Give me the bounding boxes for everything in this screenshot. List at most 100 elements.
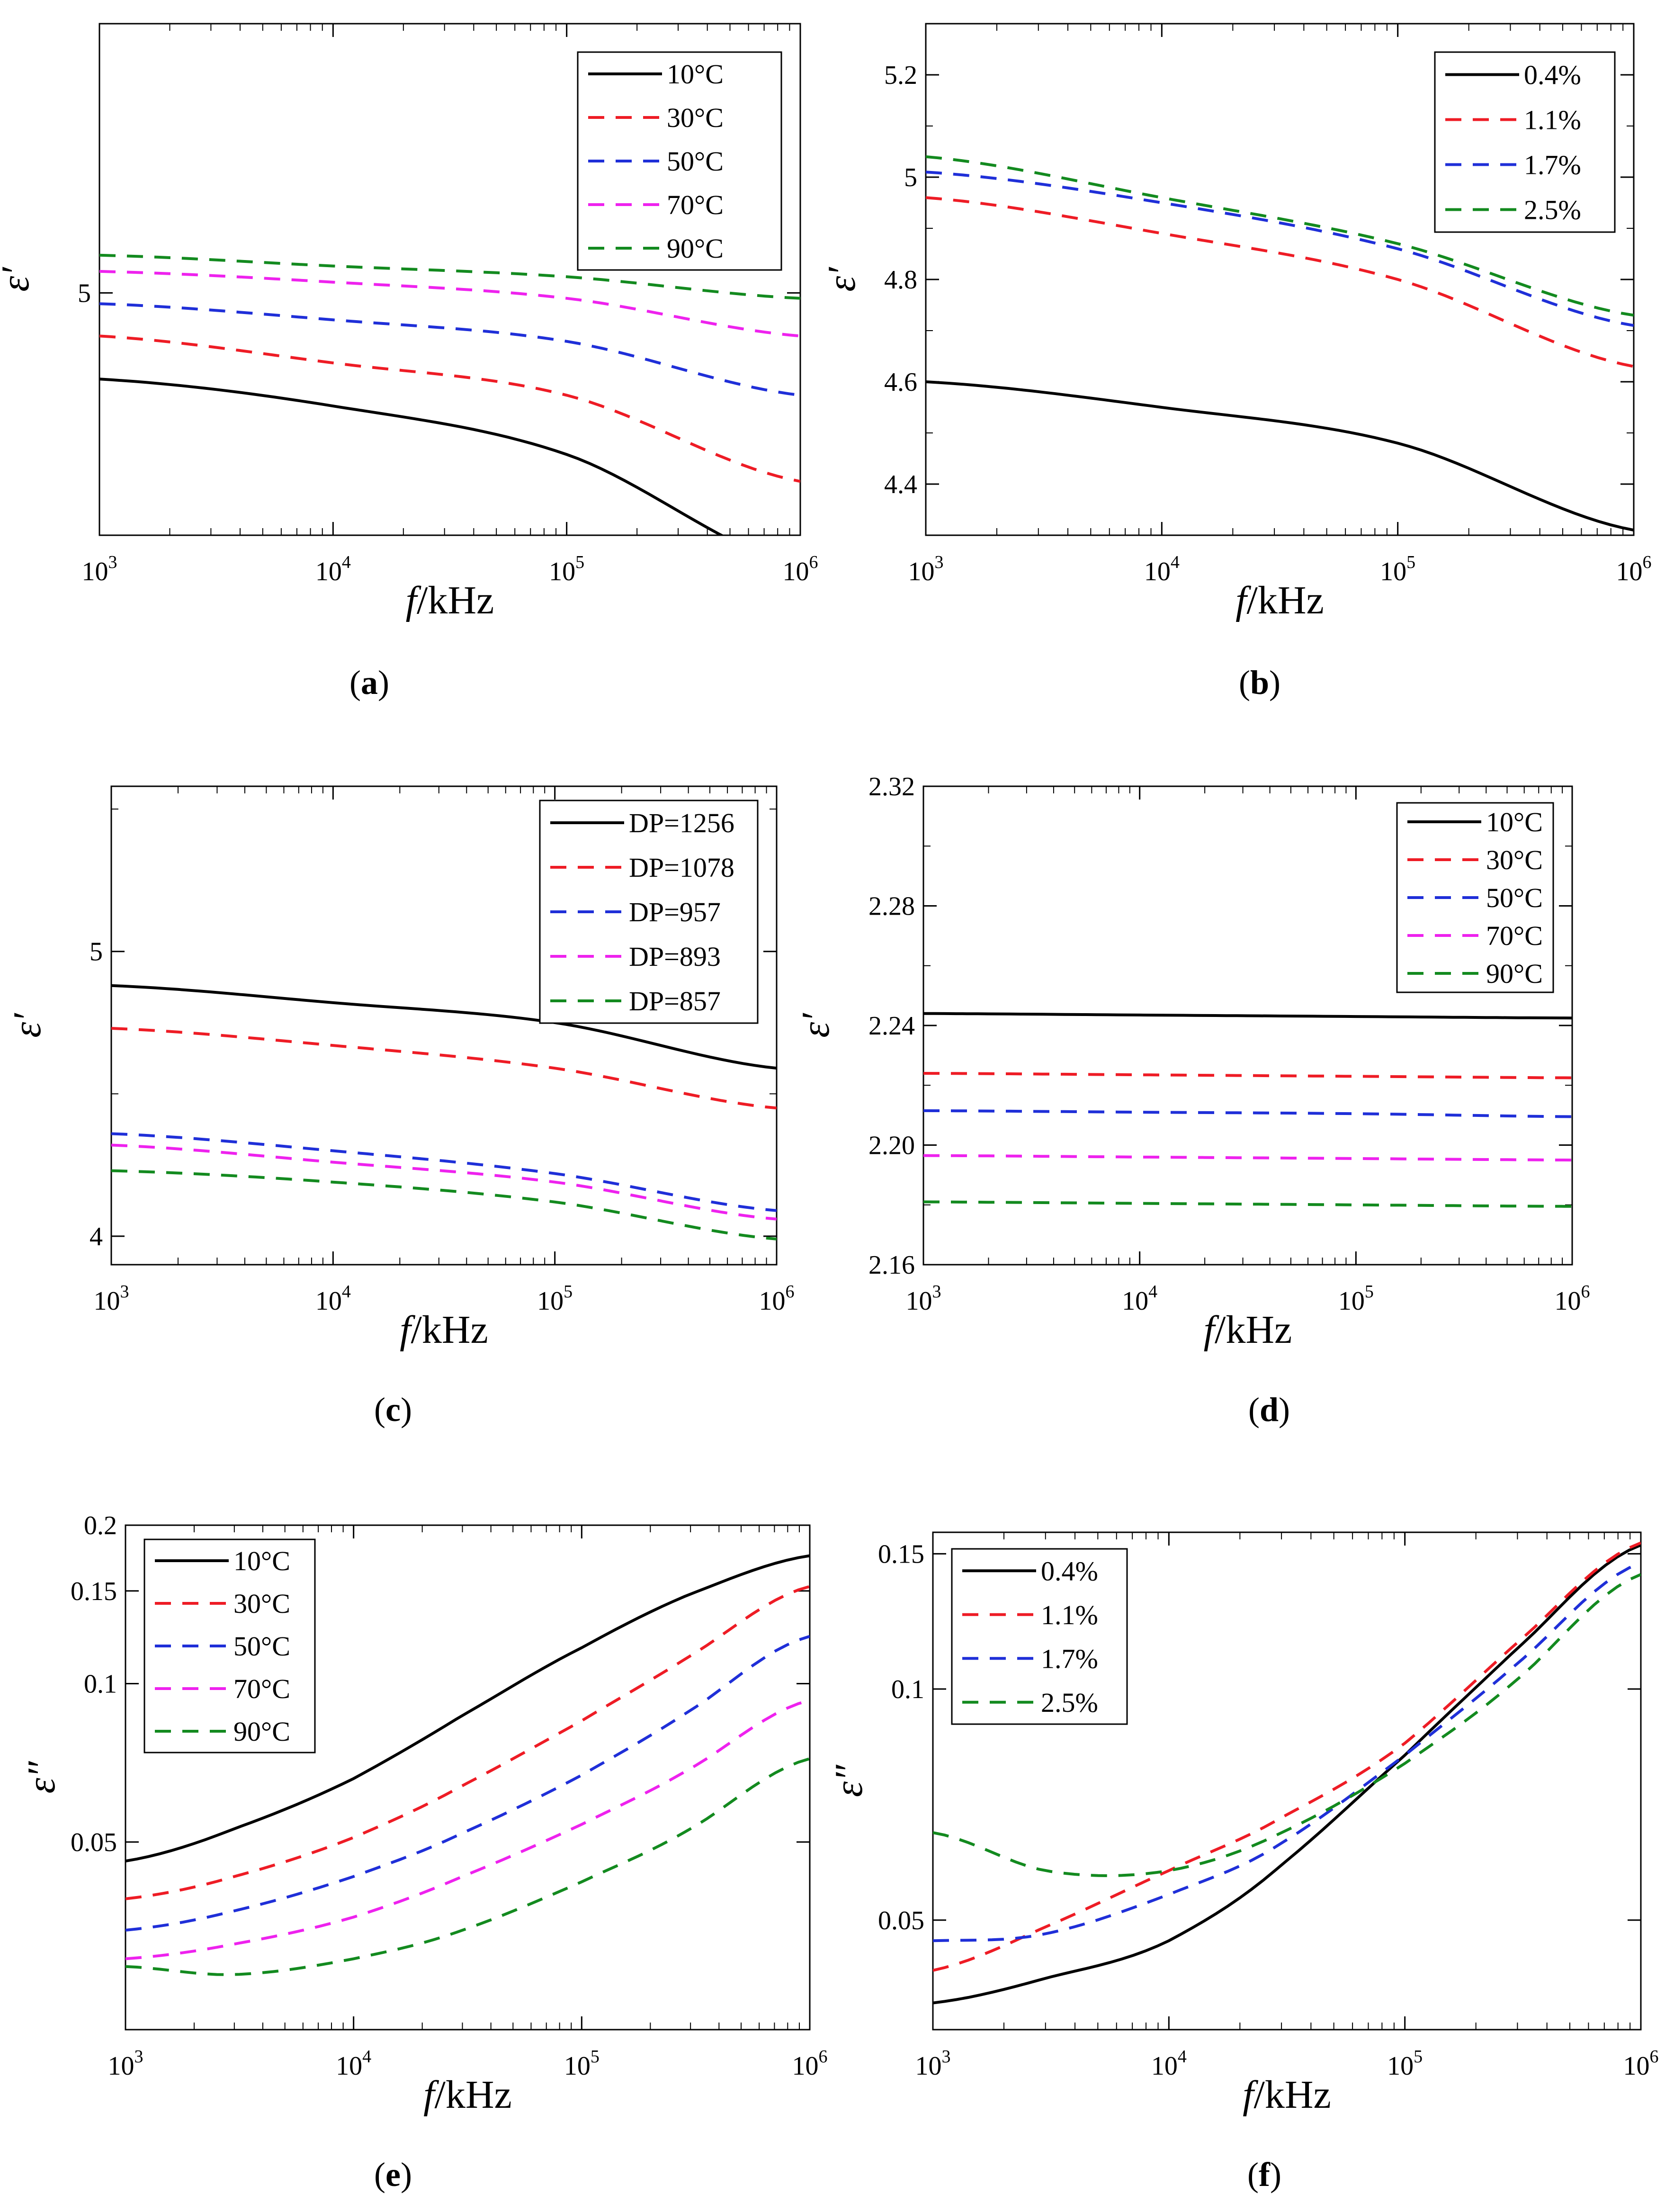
y-axis-title: ε′: [0, 267, 37, 292]
legend-label: 10°C: [233, 1546, 290, 1576]
legend-label: 30°C: [667, 102, 724, 133]
legend-label: 2.5%: [1524, 195, 1581, 225]
y-tick-label: 0.05: [878, 1906, 924, 1935]
series-line: [111, 984, 777, 1070]
legend-label: 90°C: [667, 233, 724, 264]
legend-label: 10°C: [667, 59, 724, 90]
x-tick-label: 106: [759, 1282, 795, 1316]
y-axis-title: ε′: [794, 1013, 838, 1038]
x-tick-label: 105: [1387, 2047, 1423, 2081]
chart-a: 103 104 105 106 5 f/kHz ε′ 10°C 30°C 50°C 70°C 90°C…: [0, 23, 818, 701]
legend-label: 1.7%: [1524, 150, 1581, 180]
legend-box: [577, 51, 782, 271]
x-tick-label: 106: [1616, 552, 1652, 586]
legend-label: 70°C: [233, 1673, 290, 1704]
x-axis-title: f/kHz: [423, 2073, 512, 2117]
x-tick-label: 105: [1338, 1282, 1374, 1316]
legend-label: 30°C: [233, 1588, 290, 1619]
series-line: [99, 253, 800, 300]
x-tick-label: 104: [336, 2047, 371, 2081]
series-line: [926, 171, 1634, 327]
legend-box: [539, 800, 759, 1024]
legend-label: 1.1%: [1524, 105, 1581, 135]
x-tick-label: 105: [549, 552, 584, 586]
series-line: [933, 1561, 1641, 1942]
y-tick-label: 0.05: [71, 1828, 117, 1857]
y-tick-label: 4.6: [884, 368, 917, 397]
legend-label: 2.5%: [1041, 1687, 1098, 1718]
x-tick-label: 106: [1555, 1282, 1590, 1316]
y-tick-label: 0.1: [84, 1669, 117, 1699]
chart-e: 103 104 105 106 0.05 0.1 0.15 0.2 f/kHz ε″ 10°C 30°…: [19, 1511, 828, 2194]
series-line: [125, 1554, 810, 1863]
legend-label: DP=1256: [629, 808, 734, 838]
x-tick-label: 103: [94, 1282, 129, 1316]
panel-caption: (e): [374, 2156, 412, 2194]
y-tick-label: 0.1: [891, 1675, 924, 1704]
legend-label: DP=893: [629, 941, 721, 972]
x-tick-label: 104: [1151, 2047, 1187, 2081]
series-group: [111, 984, 777, 1241]
legend-label: 50°C: [1486, 882, 1543, 913]
plot-frame: [110, 785, 778, 1266]
legend-label: DP=857: [629, 986, 721, 1016]
plot-frame: [125, 1524, 811, 2031]
legend-box: [1434, 51, 1616, 233]
legend-label: 30°C: [1486, 845, 1543, 875]
series-line: [923, 1200, 1572, 1208]
legend-label: 0.4%: [1524, 60, 1581, 90]
y-axis-title: ε′: [820, 267, 864, 292]
series-line: [125, 1585, 810, 1900]
legend-label: 90°C: [233, 1716, 290, 1747]
panel-caption: (b): [1239, 664, 1280, 701]
legend-label: 90°C: [1486, 958, 1543, 989]
x-tick-label: 105: [537, 1282, 573, 1316]
legend-label: 70°C: [667, 189, 724, 220]
y-tick-label: 2.32: [868, 772, 915, 801]
series-line: [923, 1154, 1572, 1162]
series-line: [125, 1699, 810, 1960]
x-tick-label: 105: [564, 2047, 600, 2081]
series-group: [926, 155, 1634, 532]
legend-label: 1.1%: [1041, 1600, 1098, 1630]
series-line: [99, 302, 800, 397]
y-tick-label: 0.2: [84, 1511, 117, 1540]
y-tick-label: 2.20: [868, 1131, 915, 1160]
panel-caption: (d): [1248, 1391, 1290, 1429]
legend-label: 1.7%: [1041, 1643, 1098, 1674]
legend-label: DP=957: [629, 897, 721, 927]
series-line: [926, 196, 1634, 368]
series-line: [926, 380, 1634, 532]
series-line: [923, 1012, 1572, 1020]
series-line: [99, 334, 800, 483]
y-tick-label: 5.2: [884, 61, 917, 90]
panel-caption: (f): [1247, 2156, 1281, 2194]
x-tick-label: 106: [792, 2047, 828, 2081]
x-tick-label: 104: [1122, 1282, 1157, 1316]
x-axis-title: f/kHz: [400, 1308, 488, 1352]
x-axis-title: f/kHz: [1235, 578, 1324, 622]
legend-box: [143, 1538, 316, 1753]
x-axis-title: f/kHz: [406, 578, 494, 622]
series-line: [99, 270, 800, 338]
series-line: [125, 1635, 810, 1932]
x-tick-label: 103: [908, 552, 944, 586]
series-group: [933, 1541, 1641, 2005]
y-tick-label: 4.8: [884, 265, 917, 295]
legend-label: DP=1078: [629, 852, 734, 883]
x-tick-label: 103: [915, 2047, 951, 2081]
x-axis-title: f/kHz: [1243, 2073, 1331, 2117]
series-line: [125, 1757, 810, 1976]
x-tick-label: 106: [1623, 2047, 1659, 2081]
y-tick-label: 5: [78, 279, 91, 308]
series-line: [923, 1109, 1572, 1118]
x-tick-label: 103: [108, 2047, 143, 2081]
series-line: [99, 378, 725, 535]
x-tick-label: 103: [906, 1282, 941, 1316]
panel-caption: (c): [374, 1391, 412, 1429]
chart-d: 103 104 105 106 2.16 2.20 2.24 2.28 2.32 f/kHz ε′ 1…: [794, 772, 1590, 1429]
chart-c: 103 104 105 106 4 5 f/kHz ε′ DP=1256 DP=1078 DP=95…: [5, 785, 795, 1429]
panel-caption: (a): [349, 664, 389, 701]
legend-label: 0.4%: [1041, 1556, 1098, 1586]
legend-label: 10°C: [1486, 807, 1543, 837]
